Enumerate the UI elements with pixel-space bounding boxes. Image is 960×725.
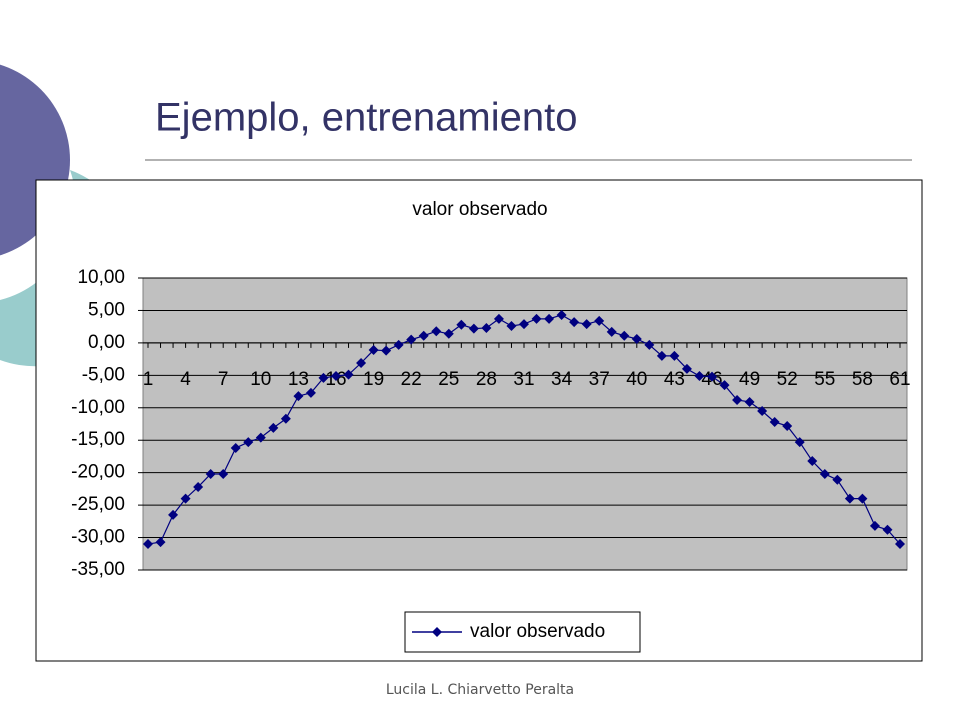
y-tick-label: 0,00 [88, 332, 125, 353]
marker [769, 417, 780, 428]
marker [631, 333, 642, 344]
x-tick-label: 58 [852, 369, 873, 390]
marker [293, 391, 304, 402]
marker [481, 322, 492, 333]
marker [819, 468, 830, 479]
marker [356, 358, 367, 369]
marker [368, 345, 379, 356]
marker [669, 350, 680, 361]
marker [882, 524, 893, 535]
x-tick-label: 22 [401, 369, 422, 390]
marker [757, 406, 768, 417]
marker [431, 326, 442, 337]
legend-label: valor observado [470, 621, 605, 642]
marker [807, 455, 818, 466]
x-tick-label: 1 [143, 369, 154, 390]
y-tick-label: -35,00 [71, 559, 125, 580]
marker [732, 394, 743, 405]
marker [493, 313, 504, 324]
x-tick-label: 10 [250, 369, 271, 390]
marker [418, 330, 429, 341]
marker [869, 520, 880, 531]
y-tick-label: -30,00 [71, 527, 125, 548]
marker [531, 313, 542, 324]
marker [895, 539, 905, 550]
marker [694, 370, 705, 381]
marker [443, 328, 454, 339]
slide-title: Ejemplo, entrenamiento [155, 96, 577, 140]
x-tick-label: 55 [814, 369, 835, 390]
x-tick-label: 52 [777, 369, 798, 390]
x-tick-label: 4 [180, 369, 191, 390]
marker [343, 369, 354, 380]
x-tick-label: 28 [476, 369, 497, 390]
chart-title: valor observado [412, 199, 547, 220]
marker [569, 317, 580, 328]
marker [255, 432, 266, 443]
marker [193, 481, 204, 492]
marker [794, 437, 805, 448]
marker [381, 345, 392, 356]
marker [644, 339, 655, 350]
marker [205, 468, 216, 479]
y-tick-label: 10,00 [77, 267, 125, 288]
y-tick-label: -20,00 [71, 462, 125, 483]
marker [318, 372, 329, 383]
marker [280, 413, 291, 424]
marker [506, 321, 517, 332]
marker [556, 309, 567, 320]
y-tick-label: -5,00 [82, 364, 125, 385]
marker [519, 319, 529, 330]
marker [656, 350, 667, 361]
marker [782, 420, 793, 431]
footer: Lucila L. Chiarvetto Peralta [386, 682, 574, 698]
x-tick-label: 61 [889, 369, 910, 390]
x-tick-label: 34 [551, 369, 573, 390]
marker [331, 370, 341, 381]
marker [719, 380, 730, 391]
marker [606, 326, 617, 337]
marker [305, 387, 316, 398]
marker [468, 323, 479, 334]
marker [681, 363, 692, 374]
x-tick-label: 13 [288, 369, 309, 390]
legend-marker [432, 627, 442, 637]
marker [218, 468, 229, 479]
marker [619, 330, 630, 341]
marker [844, 493, 855, 504]
x-tick-label: 49 [739, 369, 760, 390]
marker [268, 422, 279, 433]
y-tick-label: -25,00 [71, 494, 125, 515]
marker [581, 319, 592, 330]
marker [143, 539, 153, 550]
marker [744, 396, 755, 407]
x-tick-label: 19 [363, 369, 384, 390]
x-tick-label: 43 [664, 369, 685, 390]
marker [707, 371, 717, 382]
x-tick-label: 31 [513, 369, 534, 390]
marker [155, 537, 166, 548]
marker [393, 339, 404, 350]
marker [857, 493, 868, 504]
marker [230, 443, 241, 454]
x-tick-label: 37 [589, 369, 610, 390]
marker [180, 493, 191, 504]
marker [168, 509, 179, 520]
marker [544, 313, 555, 324]
x-tick-label: 40 [626, 369, 647, 390]
x-tick-label: 25 [438, 369, 459, 390]
x-tick-label: 7 [218, 369, 229, 390]
marker [406, 334, 417, 345]
marker [832, 474, 843, 485]
y-tick-label: -15,00 [71, 429, 125, 450]
marker [243, 437, 254, 448]
marker [594, 315, 605, 326]
marker [456, 319, 467, 330]
y-tick-label: -10,00 [71, 397, 125, 418]
y-tick-label: 5,00 [88, 299, 125, 320]
